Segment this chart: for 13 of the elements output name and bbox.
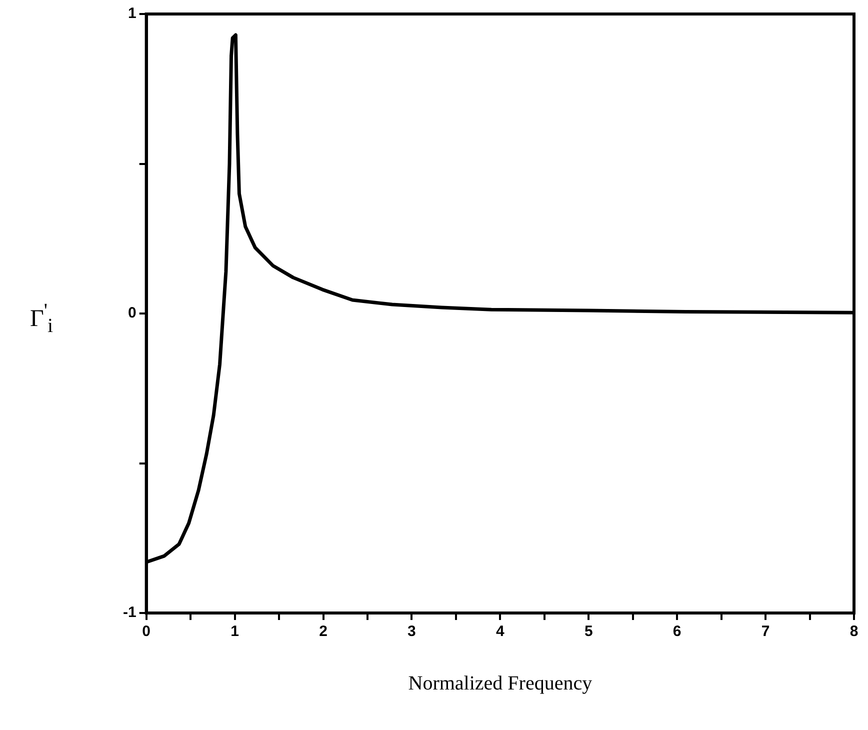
x-tick-label: 0 [142, 623, 151, 640]
x-axis-title: Normalized Frequency [408, 672, 592, 694]
x-tick-label: 6 [672, 623, 682, 640]
y-tick-label: -1 [122, 604, 136, 622]
x-tick-label: 5 [584, 623, 593, 640]
x-tick-label: 7 [761, 623, 770, 640]
x-tick-label: 4 [496, 623, 505, 640]
y-tick-label: 0 [128, 304, 136, 322]
x-tick-label: 2 [319, 623, 328, 640]
x-tick-label: 8 [850, 623, 858, 640]
y-tick-label: 1 [128, 5, 136, 22]
x-tick-label: 3 [408, 623, 416, 640]
x-tick-label: 1 [230, 623, 239, 640]
